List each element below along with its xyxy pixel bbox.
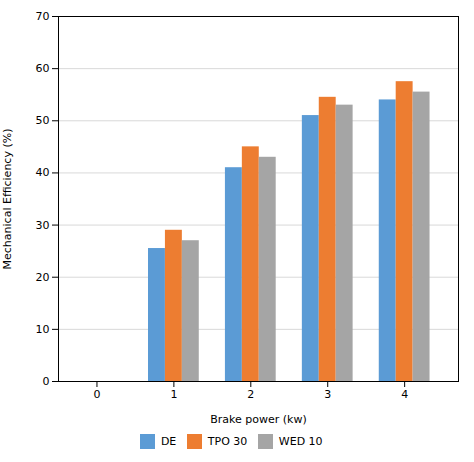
html-text:WED 10: WED 10: [278, 435, 323, 448]
svg-text:60: 60: [36, 62, 50, 75]
svg-text:30: 30: [36, 219, 50, 232]
svg-text:Brake power (kw): Brake power (kw): [210, 413, 307, 426]
html-text:DE: DE: [160, 435, 177, 448]
svg-text:0: 0: [43, 375, 50, 388]
svg-text:10: 10: [36, 323, 50, 336]
svg-text:70: 70: [36, 10, 50, 23]
svg-text:1: 1: [170, 388, 177, 401]
svg-text:Mechanical Efficiency (%): Mechanical Efficiency (%): [1, 129, 14, 270]
svg-text:20: 20: [36, 271, 50, 284]
svg-text:50: 50: [36, 114, 50, 127]
svg-text:2: 2: [247, 388, 254, 401]
html-text:TPO 30: TPO 30: [207, 435, 248, 448]
svg-text:40: 40: [36, 166, 50, 179]
svg-text:0: 0: [93, 388, 100, 401]
svg-text:4: 4: [401, 388, 408, 401]
svg-text:3: 3: [324, 388, 331, 401]
